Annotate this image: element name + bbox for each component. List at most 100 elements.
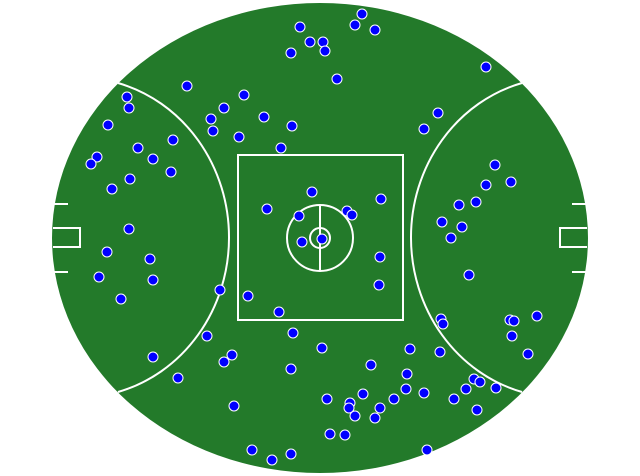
point [242, 290, 254, 302]
points [85, 8, 543, 466]
point [273, 306, 285, 318]
point [349, 19, 361, 31]
point [365, 359, 377, 371]
point [285, 47, 297, 59]
point [316, 233, 328, 245]
point [167, 134, 179, 146]
point [374, 402, 386, 414]
point [121, 91, 133, 103]
point [448, 393, 460, 405]
point [258, 111, 270, 123]
point [480, 179, 492, 191]
point [434, 346, 446, 358]
point [436, 216, 448, 228]
point [287, 327, 299, 339]
point [356, 8, 368, 20]
point [261, 203, 273, 215]
point [505, 176, 517, 188]
point [321, 393, 333, 405]
point [400, 383, 412, 395]
point [460, 383, 472, 395]
point [317, 36, 329, 48]
point [85, 158, 97, 170]
point [296, 236, 308, 248]
point [233, 131, 245, 143]
point [373, 279, 385, 291]
point [294, 21, 306, 33]
point [226, 349, 238, 361]
point [115, 293, 127, 305]
point [319, 45, 331, 57]
point [147, 351, 159, 363]
point [445, 232, 457, 244]
point [474, 376, 486, 388]
point [228, 400, 240, 412]
point [489, 159, 501, 171]
point [172, 372, 184, 384]
point [207, 125, 219, 137]
point [463, 269, 475, 281]
point [369, 412, 381, 424]
point [324, 428, 336, 440]
point [286, 120, 298, 132]
point [93, 271, 105, 283]
point [331, 73, 343, 85]
point [132, 142, 144, 154]
point [432, 107, 444, 119]
point [453, 199, 465, 211]
point [102, 119, 114, 131]
point [349, 410, 361, 422]
point [266, 454, 278, 466]
point [304, 36, 316, 48]
point [165, 166, 177, 178]
point [285, 448, 297, 460]
point [106, 183, 118, 195]
point [147, 274, 159, 286]
point [343, 402, 355, 414]
point [181, 80, 193, 92]
point [205, 113, 217, 125]
point [490, 382, 502, 394]
point [101, 246, 113, 258]
point [470, 196, 482, 208]
point [374, 251, 386, 263]
point [480, 61, 492, 73]
point [456, 221, 468, 233]
point [123, 102, 135, 114]
point [437, 318, 449, 330]
point [144, 253, 156, 265]
point [201, 330, 213, 342]
point [316, 342, 328, 354]
field-lines [53, 82, 587, 393]
point [293, 210, 305, 222]
point [471, 404, 483, 416]
point [346, 209, 358, 221]
point [246, 444, 258, 456]
point [339, 429, 351, 441]
point [531, 310, 543, 322]
point [147, 153, 159, 165]
point [218, 102, 230, 114]
point [369, 24, 381, 36]
point [404, 343, 416, 355]
point [357, 388, 369, 400]
point [214, 284, 226, 296]
point [123, 223, 135, 235]
point [124, 173, 136, 185]
point [508, 315, 520, 327]
point [218, 356, 230, 368]
point [388, 393, 400, 405]
point [418, 123, 430, 135]
point [91, 151, 103, 163]
point [522, 348, 534, 360]
point [418, 387, 430, 399]
point [285, 363, 297, 375]
point [401, 368, 413, 380]
point [306, 186, 318, 198]
point [375, 193, 387, 205]
point [238, 89, 250, 101]
point [506, 330, 518, 342]
point [421, 444, 433, 456]
point [275, 142, 287, 154]
